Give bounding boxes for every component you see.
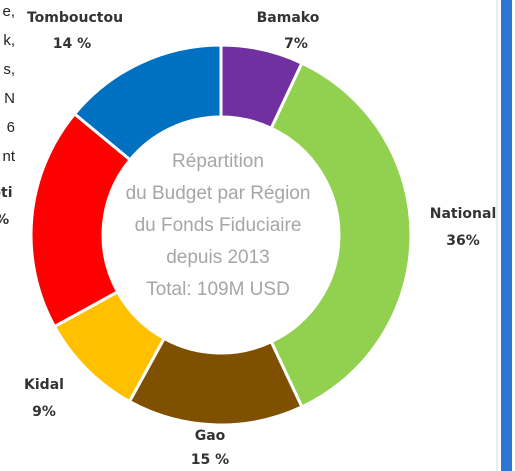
side-text: N — [4, 90, 15, 107]
value-label: 14 % — [53, 36, 91, 52]
category-label: Kidal — [24, 377, 64, 393]
side-text: nt — [2, 148, 15, 165]
value-label: 7% — [284, 36, 308, 52]
value-label: 9% — [32, 404, 56, 420]
side-bar — [501, 0, 512, 471]
category-label: National — [430, 206, 497, 222]
value-label: 15 % — [191, 452, 229, 468]
center-text: Total: 109M USD — [146, 279, 290, 300]
center-text: du Fonds Fiduciaire — [135, 215, 302, 236]
side-text: e, — [2, 3, 15, 20]
value-label: 19 % — [0, 212, 9, 228]
value-label: 36% — [446, 233, 480, 249]
category-label: Mopti — [0, 185, 13, 201]
side-text: s, — [3, 61, 15, 78]
donut-segment — [72, 43, 223, 162]
category-label: Gao — [195, 428, 226, 444]
center-text: Répartition — [172, 151, 264, 172]
category-label: Bamako — [257, 10, 320, 26]
center-text: depuis 2013 — [166, 247, 270, 268]
side-text: k, — [3, 32, 15, 49]
center-text: du Budget par Région — [126, 183, 311, 204]
side-text: 6 — [7, 119, 15, 136]
category-label: Tombouctou — [27, 10, 123, 26]
donut-segment — [269, 61, 413, 409]
